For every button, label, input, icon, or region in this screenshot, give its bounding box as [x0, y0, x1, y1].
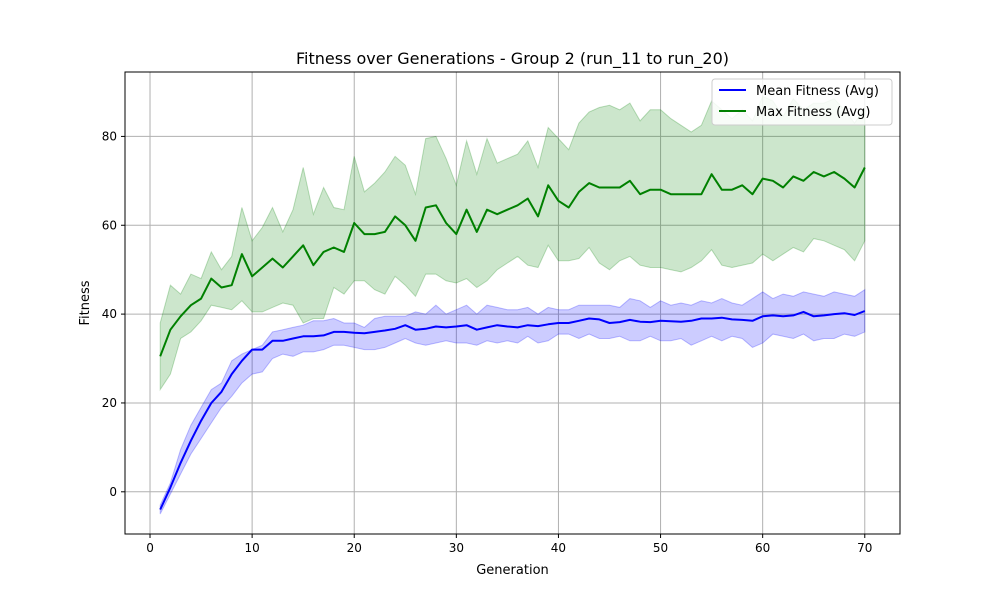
x-tick-label: 50 [653, 541, 668, 555]
x-axis-ticks: 0 10 20 30 40 50 60 70 [146, 534, 872, 555]
series-lines [159, 167, 866, 511]
legend-max-label: Max Fitness (Avg) [756, 105, 870, 120]
x-tick-label: 60 [755, 541, 770, 555]
x-tick-label: 70 [857, 541, 872, 555]
legend-mean-label: Mean Fitness (Avg) [756, 84, 879, 99]
x-tick-label: 0 [146, 541, 154, 555]
y-tick-label: 40 [102, 307, 117, 321]
grid [125, 72, 900, 534]
x-tick-label: 40 [551, 541, 566, 555]
y-tick-label: 0 [109, 485, 117, 499]
mean-fitness-band [159, 288, 866, 515]
legend: Mean Fitness (Avg) Max Fitness (Avg) [711, 78, 893, 126]
y-tick-label: 80 [102, 129, 117, 143]
chart-title: Fitness over Generations - Group 2 (run_… [296, 49, 729, 69]
y-axis-ticks: 0 20 40 60 80 [102, 129, 125, 499]
y-tick-label: 60 [102, 218, 117, 232]
x-tick-label: 20 [347, 541, 362, 555]
max-fitness-line [159, 167, 866, 357]
x-tick-label: 30 [449, 541, 464, 555]
x-tick-label: 10 [244, 541, 259, 555]
y-axis-label: Fitness [78, 280, 93, 325]
max-fitness-band [159, 95, 866, 392]
plot-area-frame [124, 71, 901, 535]
legend-box [711, 78, 893, 126]
confidence-bands [159, 95, 866, 515]
x-axis-label: Generation [476, 563, 549, 578]
y-tick-label: 20 [102, 396, 117, 410]
mean-fitness-line [159, 310, 866, 511]
